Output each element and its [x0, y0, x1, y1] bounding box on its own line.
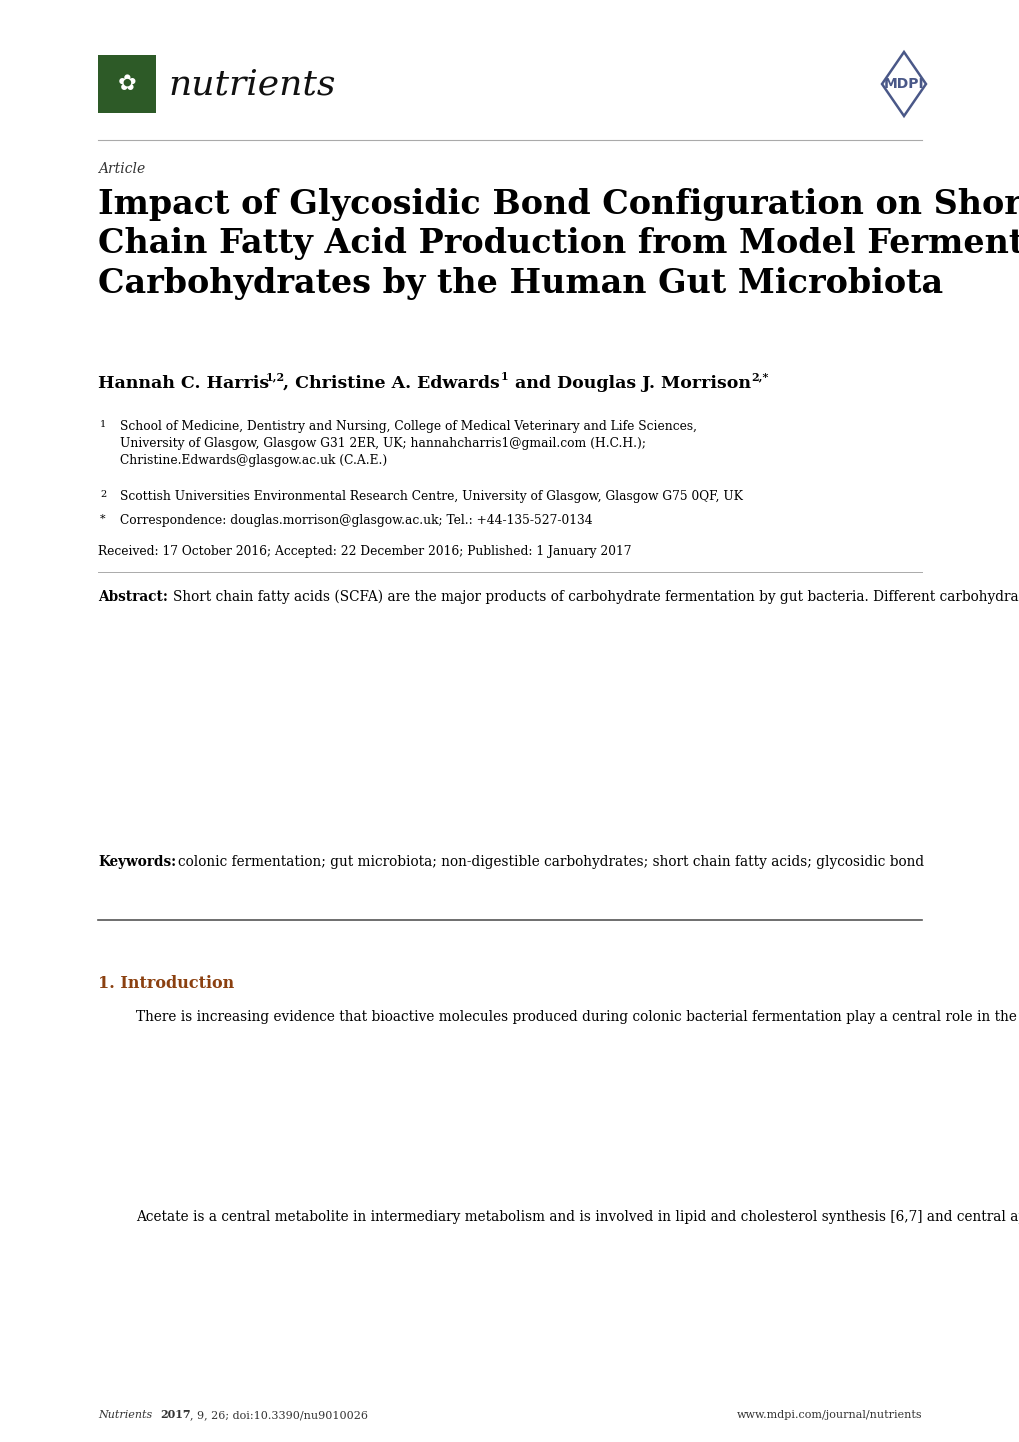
- Text: nutrients: nutrients: [168, 66, 335, 101]
- Text: There is increasing evidence that bioactive molecules produced during colonic ba: There is increasing evidence that bioact…: [136, 1009, 1019, 1024]
- Text: Acetate is a central metabolite in intermediary metabolism and is involved in li: Acetate is a central metabolite in inter…: [136, 1210, 1019, 1224]
- Text: 1: 1: [500, 371, 508, 382]
- Text: and Douglas J. Morrison: and Douglas J. Morrison: [508, 375, 750, 392]
- Text: Keywords:: Keywords:: [98, 855, 176, 870]
- Text: Article: Article: [98, 162, 145, 176]
- Text: www.mdpi.com/journal/nutrients: www.mdpi.com/journal/nutrients: [736, 1410, 921, 1420]
- Text: 2,*: 2,*: [750, 371, 767, 382]
- Text: MDPI: MDPI: [882, 76, 923, 91]
- Text: Short chain fatty acids (SCFA) are the major products of carbohydrate fermentati: Short chain fatty acids (SCFA) are the m…: [173, 590, 1019, 604]
- Text: 2017: 2017: [160, 1409, 191, 1420]
- Text: 1,2: 1,2: [266, 371, 285, 382]
- FancyBboxPatch shape: [98, 55, 156, 112]
- Text: , Christine A. Edwards: , Christine A. Edwards: [282, 375, 499, 392]
- Text: Received: 17 October 2016; Accepted: 22 December 2016; Published: 1 January 2017: Received: 17 October 2016; Accepted: 22 …: [98, 545, 631, 558]
- Text: , 9, 26; doi:10.3390/nu9010026: , 9, 26; doi:10.3390/nu9010026: [190, 1410, 368, 1420]
- Text: *: *: [100, 513, 106, 523]
- Text: Hannah C. Harris: Hannah C. Harris: [98, 375, 269, 392]
- Text: colonic fermentation; gut microbiota; non-digestible carbohydrates; short chain : colonic fermentation; gut microbiota; no…: [178, 855, 923, 870]
- Text: Scottish Universities Environmental Research Centre, University of Glasgow, Glas: Scottish Universities Environmental Rese…: [120, 490, 742, 503]
- Text: 1: 1: [100, 420, 106, 430]
- Text: Impact of Glycosidic Bond Configuration on Short
Chain Fatty Acid Production fro: Impact of Glycosidic Bond Configuration …: [98, 187, 1019, 300]
- Text: 2: 2: [100, 490, 106, 499]
- Text: Nutrients: Nutrients: [98, 1410, 152, 1420]
- Text: School of Medicine, Dentistry and Nursing, College of Medical Veterinary and Lif: School of Medicine, Dentistry and Nursin…: [120, 420, 696, 467]
- Text: Correspondence: douglas.morrison@glasgow.ac.uk; Tel.: +44-135-527-0134: Correspondence: douglas.morrison@glasgow…: [120, 513, 592, 526]
- Text: 1. Introduction: 1. Introduction: [98, 975, 234, 992]
- Text: Abstract:: Abstract:: [98, 590, 168, 604]
- Text: ✿: ✿: [117, 74, 137, 94]
